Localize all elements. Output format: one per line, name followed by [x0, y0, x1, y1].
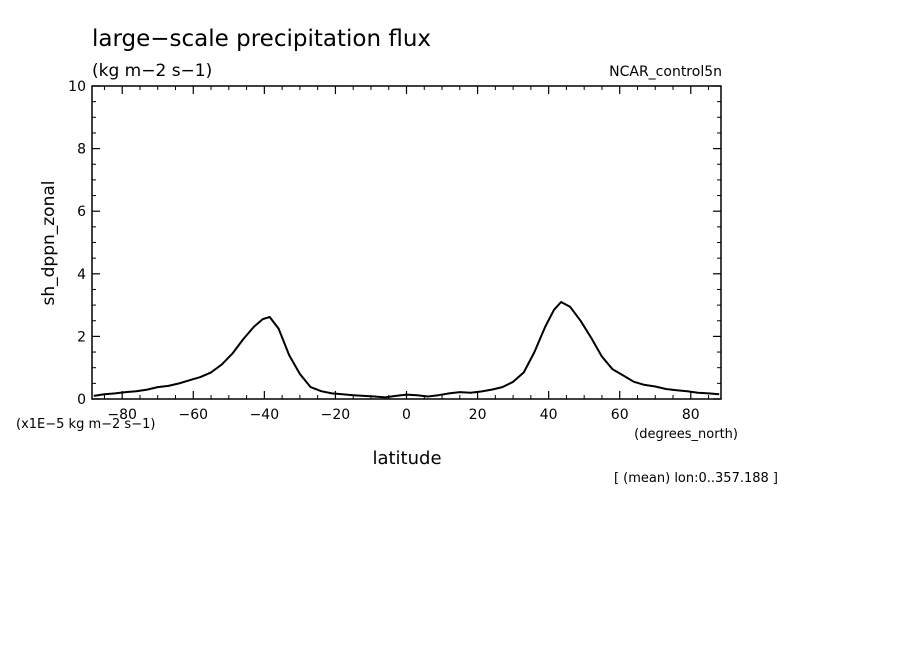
y-tick-label: 0 [77, 392, 86, 408]
x-tick-label: −80 [107, 407, 137, 423]
x-tick-labels: −80 −60 −40 −20 0 20 40 60 80 [107, 407, 699, 423]
x-tick-label: 40 [540, 407, 558, 423]
plot-area: −80 −60 −40 −20 0 20 40 60 80 0 2 4 6 8 10 [68, 79, 722, 423]
x-tick-label: 20 [469, 407, 487, 423]
footnote: [ (mean) lon:0..357.188 ] [614, 471, 778, 486]
y-scale-note: (x1E−5 kg m−2 s−1) [16, 417, 155, 432]
y-tick-label: 8 [77, 142, 86, 158]
x-tick-label: 0 [402, 407, 411, 423]
source-label: NCAR_control5n [609, 64, 722, 80]
x-tick-label: −40 [250, 407, 280, 423]
chart-title: large−scale precipitation flux [92, 26, 431, 52]
y-tick-label: 10 [68, 79, 86, 95]
y-tick-label: 6 [77, 204, 86, 220]
y-tick-label: 2 [77, 329, 86, 345]
x-tick-label: 80 [682, 407, 700, 423]
plot-frame [91, 85, 722, 400]
major-ticks [92, 85, 721, 400]
series-line [93, 301, 720, 399]
y-tick-label: 4 [77, 267, 86, 283]
x-tick-label: −60 [179, 407, 209, 423]
x-tick-label: 60 [611, 407, 629, 423]
y-axis-label: sh_dppn_zonal [39, 180, 59, 305]
x-tick-label: −20 [321, 407, 351, 423]
x-axis-label: latitude [372, 448, 441, 469]
minor-ticks [92, 86, 721, 399]
chart-subtitle: (kg m−2 s−1) [92, 61, 212, 81]
x-units: (degrees_north) [634, 427, 738, 442]
y-tick-labels: 0 2 4 6 8 10 [68, 79, 86, 408]
